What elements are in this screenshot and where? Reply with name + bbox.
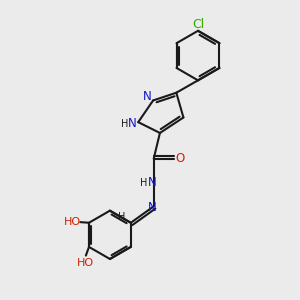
Text: O: O — [176, 152, 185, 165]
Text: H: H — [121, 119, 128, 129]
Text: N: N — [148, 176, 157, 189]
Text: H: H — [140, 178, 148, 188]
Text: N: N — [143, 90, 152, 103]
Text: N: N — [128, 117, 136, 130]
Text: N: N — [148, 201, 157, 214]
Text: Cl: Cl — [192, 18, 204, 31]
Text: HO: HO — [64, 217, 81, 227]
Text: HO: HO — [77, 258, 94, 268]
Text: H: H — [118, 212, 126, 222]
